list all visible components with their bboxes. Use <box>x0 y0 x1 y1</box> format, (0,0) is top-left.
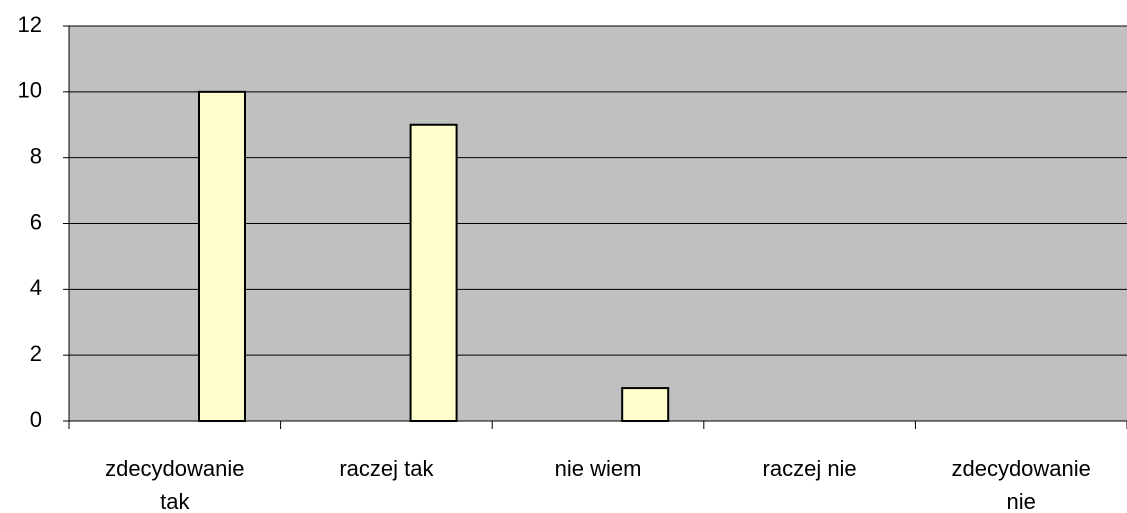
y-tick-label: 0 <box>30 407 42 432</box>
x-tick-label: raczej tak <box>339 456 434 481</box>
y-tick-label: 6 <box>30 209 42 234</box>
y-tick-label: 8 <box>30 143 42 168</box>
x-tick-label: zdecydowanie nie <box>951 456 1091 513</box>
y-tick-label: 2 <box>30 341 42 366</box>
y-tick-label: 10 <box>18 78 42 103</box>
y-tick-label: 12 <box>18 12 42 37</box>
bar <box>621 387 670 423</box>
bar <box>197 90 246 422</box>
y-tick-label: 4 <box>30 275 42 300</box>
bar <box>409 123 458 422</box>
x-tick-label: raczej nie <box>762 456 857 481</box>
x-tick-label: nie wiem <box>554 456 642 481</box>
x-tick-label: zdecydowanie tak <box>105 456 245 513</box>
